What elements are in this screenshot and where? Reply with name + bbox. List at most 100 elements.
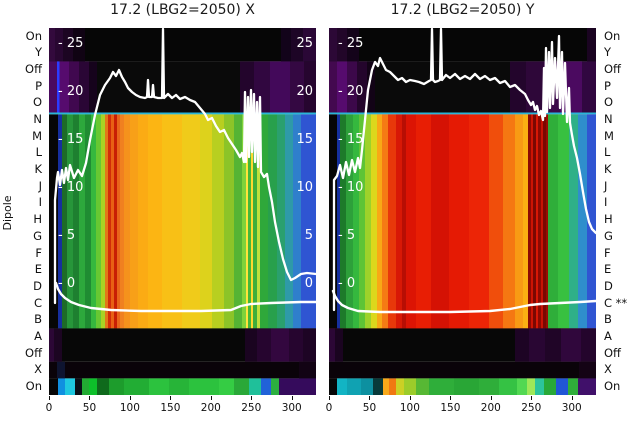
y-axis-labels-right: On Y Off P O N M L K J I H G F E D C ** B A Off X On (604, 28, 640, 395)
inner-scale-label: - 15 (58, 132, 83, 147)
heatmap-stripe (49, 28, 316, 62)
dipole-row-label-left: Y (34, 45, 42, 60)
heatmap-stripe (533, 114, 536, 329)
x-tick-mark (89, 396, 91, 400)
heatmap-stripe (373, 378, 383, 395)
dipole-row-label-left: On (25, 28, 42, 43)
inner-scale-label: - 25 (338, 36, 363, 51)
heatmap-stripe (377, 114, 382, 329)
heatmap-stripe (69, 61, 79, 113)
dipole-row-label-right: On (604, 379, 621, 394)
heatmap-stripe (114, 114, 117, 329)
heatmap-stripe (89, 61, 97, 113)
x-tick-mark (571, 396, 573, 400)
heatmap-stripe (388, 114, 396, 329)
heatmap-stripe (291, 28, 303, 62)
heatmap-stripe (329, 328, 335, 362)
heatmap-stripe (55, 28, 63, 62)
dipole-row-label-right: L (604, 145, 611, 160)
heatmap-stripe (124, 114, 130, 329)
panel-title-y: 17.2 (LBG2=2050) Y (390, 2, 535, 18)
heatmap-stripe (246, 114, 248, 329)
dipole-row-label-left: L (35, 145, 42, 160)
heatmap-stripe (347, 61, 357, 113)
heatmap-stripe (581, 328, 596, 362)
heatmap-stripe (79, 61, 89, 113)
inner-scale-label: 5 (305, 228, 313, 243)
dipole-row-label-right: Y (604, 45, 612, 60)
heatmap-stripe (257, 114, 260, 329)
dipole-row-label-right: O (604, 95, 614, 110)
x-tick-label: 300 (281, 402, 302, 414)
inner-scale-label: - 5 (338, 228, 355, 243)
heatmap-stripe (49, 361, 316, 379)
heatmap-stripe (124, 378, 149, 395)
dipole-row-label-right: Off (604, 61, 621, 76)
x-tick-label: 150 (440, 402, 461, 414)
heatmap-stripe (254, 61, 270, 113)
heatmap-stripe (528, 114, 531, 329)
inner-scale-label: 15 (296, 132, 313, 147)
heatmap-stripe (234, 114, 242, 329)
heatmap-stripe (568, 378, 578, 395)
heatmap-stripe (79, 114, 85, 329)
x-tick-label: 250 (521, 402, 542, 414)
dipole-row-label-left: D (33, 278, 42, 293)
dipole-row-label-right: P (604, 78, 611, 93)
heatmap-stripe (543, 114, 546, 329)
heatmap-stripe (108, 114, 111, 329)
x-tick-mark (210, 396, 212, 400)
heatmap-stripe (261, 378, 271, 395)
x-tick-label: 200 (480, 402, 501, 414)
heatmap-stripe (389, 378, 396, 395)
dipole-row-label-left: X (34, 362, 42, 377)
heatmap-stripe (253, 114, 257, 329)
heatmap-stripe (281, 28, 291, 62)
heatmap-stripe (219, 378, 234, 395)
cyan-divider-line (49, 112, 316, 115)
heatmap-stripe (329, 28, 337, 62)
heatmap-stripe (382, 114, 388, 329)
heatmap-stripe (402, 114, 406, 329)
dipole-row-label-left: P (35, 78, 42, 93)
heatmap-stripe (538, 114, 541, 329)
heatmap-stripe (293, 114, 301, 329)
dipole-row-label-left: M (32, 128, 42, 143)
heatmap-stripe (304, 61, 316, 113)
heatmap-panel-y: - 25 - 20 - 15 - 10 - 5 - 0 (329, 28, 596, 395)
heatmap-stripe (242, 114, 246, 329)
heatmap-stripe (62, 114, 67, 329)
dipole-row-label-left: E (34, 262, 42, 277)
heatmap-stripe (503, 114, 515, 329)
y-axis-labels-left: On Y Off P O N M L K J I H G F E D C B A Off X On (0, 28, 44, 395)
heatmap-stripe (249, 378, 261, 395)
heatmap-stripe (182, 114, 200, 329)
heatmap-stripe (303, 28, 316, 62)
x-tick-mark (490, 396, 492, 400)
overlay-curve-main (53, 28, 316, 305)
heatmap-stripe (279, 378, 316, 395)
heatmap-stripe (138, 114, 148, 329)
heatmap-stripe (271, 378, 279, 395)
heatmap-stripe (299, 361, 316, 379)
heatmap-stripe (346, 114, 353, 329)
heatmap-stripe (109, 378, 124, 395)
dipole-row-label-right: A (604, 328, 612, 343)
heatmap-stripe (367, 61, 375, 113)
x-tick-mark (129, 396, 131, 400)
heatmap-stripe (75, 378, 82, 395)
inner-scale-label: 0 (305, 276, 313, 291)
inner-scale-label: - 10 (338, 180, 363, 195)
x-tick-mark (49, 396, 50, 400)
heatmap-stripe (561, 328, 581, 362)
heatmap-stripe (527, 378, 535, 395)
panel-title-x: 17.2 (LBG2=2050) X (110, 2, 255, 18)
dipole-row-label-right: I (604, 195, 608, 210)
heatmap-stripe (329, 28, 596, 62)
heatmap-stripe (365, 114, 371, 329)
heatmap-stripe (245, 328, 257, 362)
overlay-curve-main (332, 28, 596, 312)
heatmap-stripe (569, 114, 578, 329)
heatmap-stripe (91, 114, 96, 329)
heatmap-stripe (49, 114, 58, 329)
